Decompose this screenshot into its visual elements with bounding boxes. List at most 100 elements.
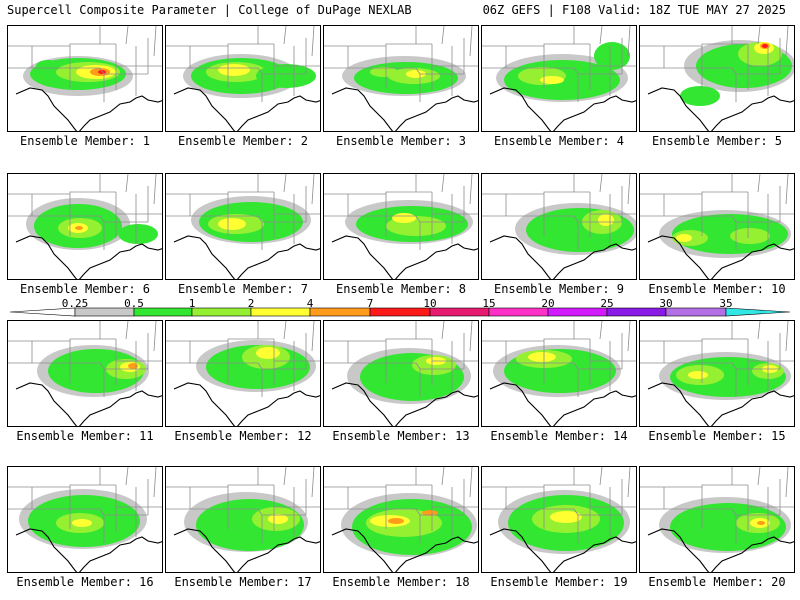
state-boundary: [640, 484, 748, 510]
colorbar-segment: [665, 307, 727, 317]
coastline-border: [331, 87, 478, 131]
scp-contour: [75, 226, 83, 230]
scp-field-map: [324, 321, 478, 426]
ensemble-member-label: Ensemble Member: 4: [493, 134, 625, 148]
colorbar-tick-label: 2: [247, 297, 255, 310]
state-boundary: [166, 338, 274, 364]
colorbar-segment: [488, 307, 549, 317]
state-boundary: [166, 484, 274, 510]
state-boundary: [469, 26, 473, 57]
state-boundary: [757, 467, 761, 486]
coastline-border: [331, 528, 478, 572]
scp-field-map: [482, 26, 636, 131]
scp-field-map: [324, 467, 478, 572]
state-boundary: [544, 362, 579, 397]
state-boundary: [627, 26, 631, 57]
state-boundary: [311, 26, 315, 57]
scp-contour: [118, 224, 158, 244]
scp-contour: [550, 511, 582, 523]
scp-contour: [688, 371, 708, 379]
scp-contour: [98, 70, 106, 74]
state-boundary: [228, 67, 263, 102]
state-boundary: [702, 508, 737, 543]
ensemble-member-map: [481, 320, 637, 427]
ensemble-member-label: Ensemble Member: 15: [648, 429, 786, 443]
ensemble-member-label: Ensemble Member: 13: [332, 429, 470, 443]
scp-contour: [528, 352, 556, 362]
state-boundary: [386, 508, 421, 543]
state-boundary: [311, 174, 315, 205]
ensemble-member-map: [639, 320, 795, 427]
ensemble-member-label: Ensemble Member: 5: [651, 134, 783, 148]
colorbar-segment: [606, 307, 667, 317]
scp-field-map: [640, 321, 794, 426]
coastline-border: [15, 382, 162, 426]
scp-contour: [268, 514, 288, 524]
scp-contour: [218, 218, 246, 230]
coastline-border: [331, 235, 478, 279]
coastline-border: [173, 528, 320, 572]
scp-contour: [370, 67, 398, 77]
state-boundary: [757, 174, 761, 193]
coastline-border: [173, 382, 320, 426]
state-boundary: [324, 484, 432, 510]
ensemble-member-map: [7, 25, 163, 132]
scp-contour: [680, 86, 720, 106]
ensemble-member-label: Ensemble Member: 16: [16, 575, 154, 589]
scp-contour: [594, 42, 630, 70]
state-boundary: [599, 174, 603, 193]
scp-contour: [128, 363, 138, 369]
state-boundary: [324, 43, 432, 69]
coastline-border: [489, 528, 636, 572]
colorbar-tick-label: 4: [306, 297, 314, 310]
ensemble-member-label: Ensemble Member: 8: [335, 282, 467, 296]
scp-field-map: [640, 174, 794, 279]
colorbar-segment: [369, 307, 431, 317]
scp-contour: [36, 60, 60, 72]
ensemble-member-label: Ensemble Member: 14: [490, 429, 628, 443]
state-boundary: [153, 174, 157, 205]
state-boundary: [70, 508, 105, 543]
scp-contour: [540, 76, 564, 84]
state-boundary: [757, 26, 761, 45]
state-boundary: [785, 321, 789, 352]
state-boundary: [785, 467, 789, 498]
coastline-border: [647, 382, 794, 426]
state-boundary: [544, 215, 579, 250]
state-boundary: [386, 362, 421, 397]
state-boundary: [544, 508, 579, 543]
state-boundary: [125, 26, 129, 45]
ensemble-member-label: Ensemble Member: 9: [493, 282, 625, 296]
scp-contour: [598, 214, 614, 226]
model-run-info: 06Z GEFS | F108 Valid: 18Z TUE MAY 27 20…: [482, 3, 786, 17]
colorbar-segment: [429, 307, 490, 317]
state-boundary: [166, 191, 274, 217]
scp-contour: [730, 228, 770, 244]
ensemble-member-label: Ensemble Member: 10: [648, 282, 786, 296]
state-boundary: [283, 467, 287, 486]
state-boundary: [482, 191, 590, 217]
ensemble-member-map: [323, 466, 479, 573]
coastline-border: [489, 235, 636, 279]
state-boundary: [70, 67, 105, 102]
ensemble-member-map: [639, 173, 795, 280]
scp-contour: [676, 234, 692, 242]
colorbar-tick-label: 30: [659, 297, 673, 310]
state-boundary: [70, 215, 105, 250]
colorbar-tick-label: 20: [541, 297, 555, 310]
scp-contour: [406, 70, 426, 78]
state-boundary: [283, 174, 287, 193]
coastline-border: [647, 235, 794, 279]
scp-field-map: [166, 26, 320, 131]
scp-field-map: [166, 174, 320, 279]
ensemble-member-map: [165, 466, 321, 573]
state-boundary: [70, 362, 105, 397]
scp-field-map: [8, 26, 162, 131]
ensemble-member-label: Ensemble Member: 3: [335, 134, 467, 148]
ensemble-member-map: [323, 320, 479, 427]
state-boundary: [441, 174, 445, 193]
ensemble-member-map: [165, 25, 321, 132]
state-boundary: [627, 321, 631, 352]
coastline-border: [173, 235, 320, 279]
state-boundary: [283, 321, 287, 340]
